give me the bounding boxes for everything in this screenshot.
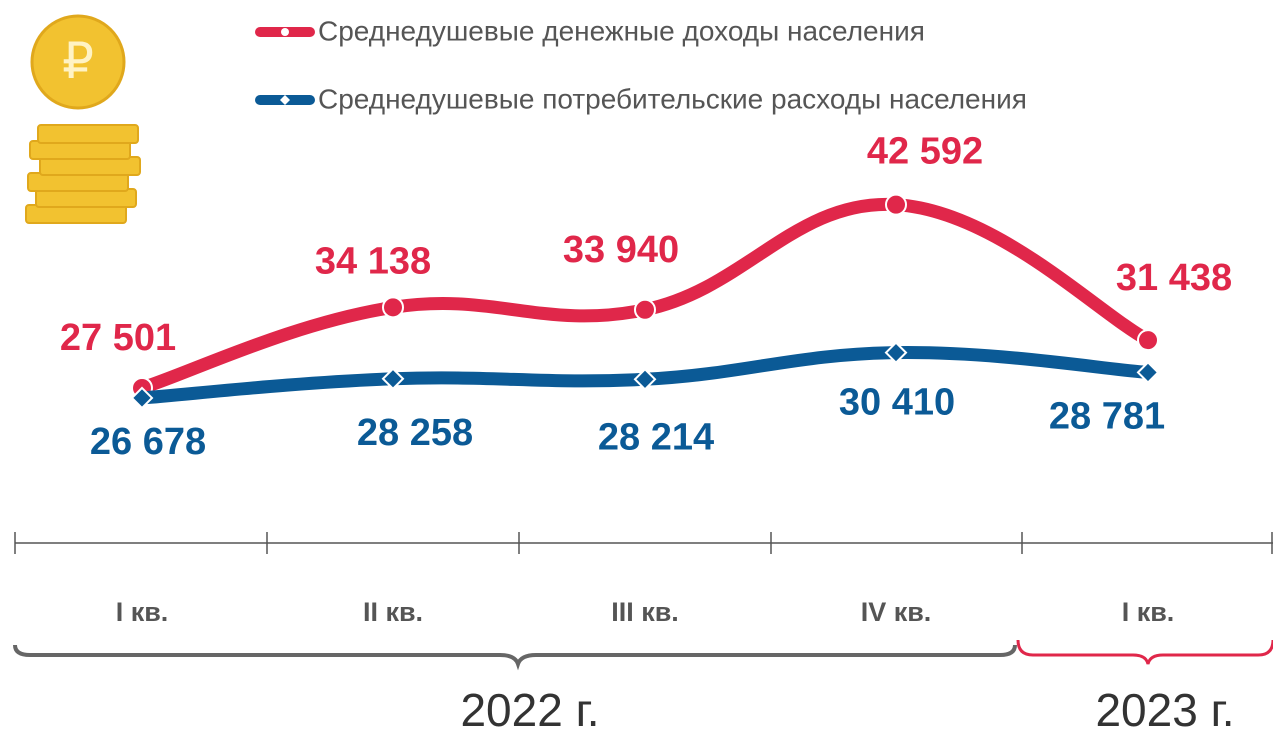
x-group-label: 2023 г. xyxy=(1095,684,1234,734)
point xyxy=(634,298,656,321)
legend-label: Среднедушевые потребительские расходы на… xyxy=(318,83,1027,114)
data-label: 30 410 xyxy=(839,382,955,424)
legend-label: Среднедушевые денежные доходы населения xyxy=(318,15,925,46)
data-label: 28 258 xyxy=(357,412,473,454)
point xyxy=(884,341,908,365)
x-axis xyxy=(14,532,1273,554)
legend-marker xyxy=(281,28,289,36)
data-label: 42 592 xyxy=(867,131,983,173)
svg-text:₽: ₽ xyxy=(62,33,94,89)
data-label: 33 940 xyxy=(563,229,679,271)
data-label: 34 138 xyxy=(315,240,431,282)
x-tick-label: I кв. xyxy=(1122,597,1175,627)
x-tick-label: II кв. xyxy=(363,597,423,627)
data-label: 28 781 xyxy=(1049,395,1165,437)
data-label: 26 678 xyxy=(90,421,206,463)
brace-2022 xyxy=(13,644,1017,671)
point xyxy=(381,367,405,391)
coin-icon: ₽ xyxy=(25,14,141,224)
x-tick-label: I кв. xyxy=(116,597,169,627)
x-tick-label: III кв. xyxy=(611,597,679,627)
data-label: 28 214 xyxy=(598,416,714,458)
point xyxy=(130,386,154,410)
x-tick-label: IV кв. xyxy=(861,597,932,627)
legend: Среднедушевые денежные доходы населения С… xyxy=(255,15,1027,114)
x-group-label: 2022 г. xyxy=(460,684,599,734)
data-label: 27 501 xyxy=(60,317,176,359)
legend-marker xyxy=(280,95,290,105)
point xyxy=(633,367,657,391)
point xyxy=(1137,329,1159,352)
point xyxy=(1136,360,1160,384)
point xyxy=(885,193,907,216)
data-label: 31 438 xyxy=(1116,257,1232,299)
brace-2023 xyxy=(1016,639,1273,665)
point xyxy=(382,296,404,319)
